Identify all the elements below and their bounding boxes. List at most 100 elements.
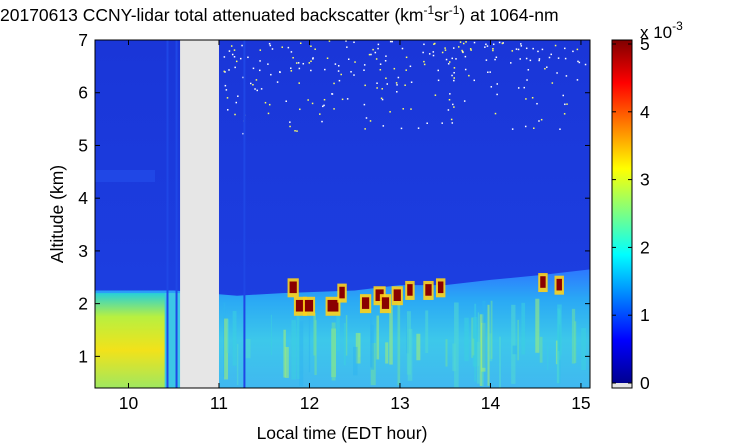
noise-dot bbox=[396, 84, 398, 86]
noise-dot bbox=[576, 79, 579, 81]
noise-dot bbox=[546, 66, 548, 68]
noise-dot bbox=[541, 48, 544, 51]
aerosol-streak bbox=[285, 346, 289, 378]
noise-dot bbox=[365, 117, 368, 119]
aerosol-streak bbox=[406, 311, 411, 375]
aerosol-streak bbox=[389, 305, 393, 365]
x-tick-label: 10 bbox=[119, 393, 139, 413]
noise-dot bbox=[452, 103, 454, 106]
noise-dot bbox=[566, 103, 568, 105]
noise-dot bbox=[423, 63, 426, 66]
noise-dot bbox=[578, 61, 581, 64]
cloud-cell bbox=[361, 297, 370, 309]
noise-dot bbox=[314, 48, 316, 50]
noise-dot bbox=[464, 68, 467, 71]
noise-dot bbox=[298, 82, 300, 84]
noise-dot bbox=[461, 50, 464, 53]
noise-dot bbox=[310, 60, 312, 63]
noise-dot bbox=[463, 100, 466, 102]
noise-dot bbox=[520, 45, 523, 47]
noise-dot bbox=[242, 132, 244, 135]
aerosol-streak bbox=[270, 314, 272, 356]
chart-title: 20170613 CCNY-lidar total attenuated bac… bbox=[0, 3, 559, 25]
cloud-cell bbox=[540, 276, 546, 288]
noise-dot bbox=[223, 56, 226, 58]
noise-dot bbox=[298, 67, 301, 70]
noise-dot bbox=[393, 67, 396, 70]
noise-dot bbox=[353, 41, 355, 44]
aerosol-streak bbox=[226, 319, 229, 354]
noise-dot bbox=[450, 118, 453, 121]
noise-dot bbox=[228, 69, 230, 71]
noise-dot bbox=[260, 88, 263, 90]
noise-dot bbox=[464, 55, 467, 58]
noise-dot bbox=[432, 51, 435, 53]
noise-dot bbox=[564, 47, 566, 50]
noise-dot bbox=[448, 98, 451, 101]
noise-dot bbox=[470, 49, 472, 51]
noise-dot bbox=[410, 81, 413, 83]
noise-dot bbox=[321, 120, 323, 123]
noise-dot bbox=[487, 71, 489, 73]
noise-dot bbox=[485, 43, 487, 46]
noise-dot bbox=[576, 48, 579, 51]
noise-dot bbox=[381, 98, 384, 101]
noise-dot bbox=[401, 47, 404, 50]
noise-dot bbox=[441, 51, 444, 54]
aerosol-streak bbox=[499, 336, 502, 388]
x-tick-label: 15 bbox=[571, 393, 590, 413]
y-axis-label: Altitude (km) bbox=[47, 165, 67, 263]
aerosol-streak bbox=[296, 315, 300, 380]
noise-dot bbox=[486, 45, 489, 47]
y-tick-label: 1 bbox=[78, 346, 88, 366]
noise-dot bbox=[312, 57, 314, 59]
noise-dot bbox=[433, 43, 435, 45]
aerosol-streak bbox=[308, 316, 311, 373]
noise-dot bbox=[234, 113, 236, 116]
noise-dot bbox=[322, 105, 324, 108]
noise-dot bbox=[501, 42, 504, 45]
aerosol-streak bbox=[517, 319, 519, 361]
noise-dot bbox=[308, 62, 311, 64]
noise-dot bbox=[448, 61, 451, 63]
cloud-cell bbox=[339, 286, 345, 299]
aerosol-streak bbox=[299, 321, 304, 387]
aerosol-streak bbox=[512, 345, 517, 355]
noise-dot bbox=[249, 82, 252, 85]
cloud-cell bbox=[381, 297, 390, 309]
noise-dot bbox=[233, 49, 236, 51]
noise-dot bbox=[370, 53, 372, 56]
aerosol-streak bbox=[471, 317, 474, 358]
noise-dot bbox=[267, 112, 270, 115]
noise-dot bbox=[459, 41, 462, 43]
noise-dot bbox=[287, 46, 290, 49]
aerosol-streak bbox=[511, 304, 516, 384]
noise-dot bbox=[259, 60, 261, 62]
aerosol-streak bbox=[474, 303, 477, 382]
noise-dot bbox=[233, 56, 236, 58]
noise-dot bbox=[538, 58, 541, 60]
noise-dot bbox=[271, 48, 274, 50]
noise-dot bbox=[462, 42, 465, 45]
y-tick-label: 7 bbox=[78, 30, 88, 50]
noise-dot bbox=[226, 109, 229, 111]
plot-frame bbox=[94, 39, 591, 389]
noise-dot bbox=[310, 45, 312, 47]
x-axis-label: Local time (EDT hour) bbox=[257, 423, 428, 443]
cloud-cell bbox=[437, 281, 444, 294]
aerosol-streak bbox=[291, 320, 296, 380]
noise-dot bbox=[556, 72, 558, 74]
noise-dot bbox=[346, 46, 348, 48]
aerosol-streak bbox=[555, 340, 558, 365]
aerosol-streak bbox=[557, 310, 561, 360]
noise-dot bbox=[340, 73, 342, 76]
noise-dot bbox=[369, 120, 372, 122]
noise-dot bbox=[312, 58, 314, 60]
noise-dot bbox=[473, 79, 476, 82]
noise-dot bbox=[326, 57, 329, 59]
noise-dot bbox=[328, 40, 331, 42]
noise-dot bbox=[426, 122, 428, 124]
noise-dot bbox=[223, 70, 226, 73]
noise-dot bbox=[526, 79, 528, 81]
noise-dot bbox=[363, 64, 366, 66]
